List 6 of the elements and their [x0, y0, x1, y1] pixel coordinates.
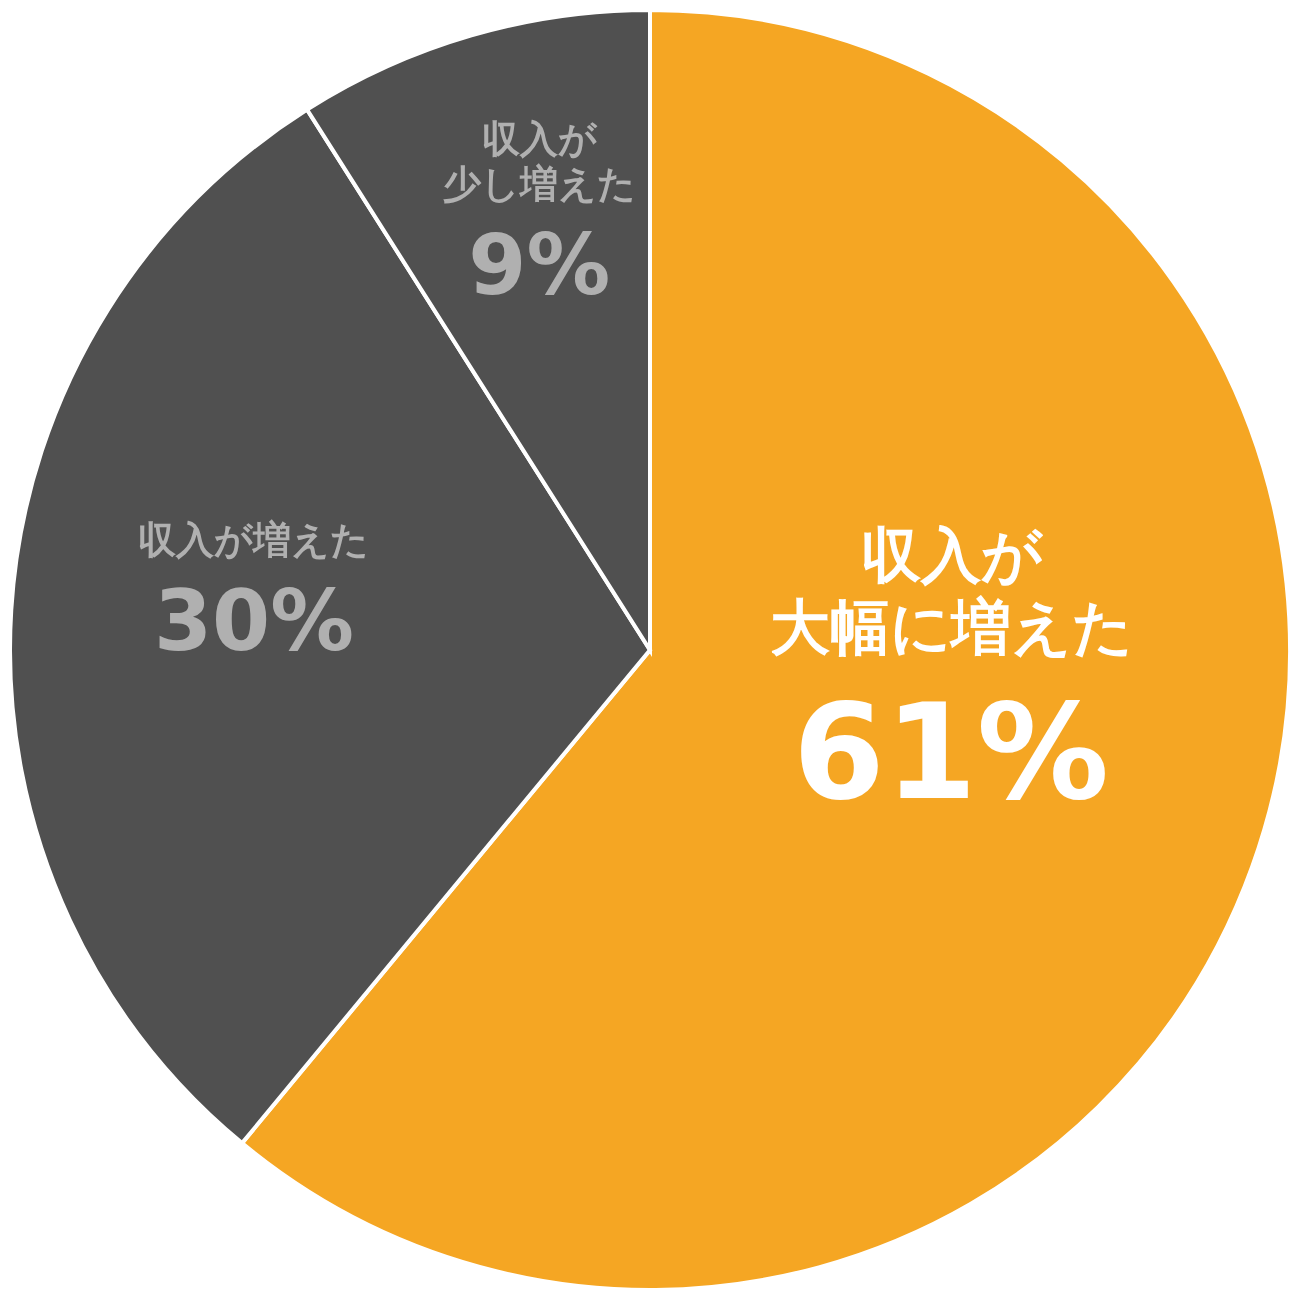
slice-label: 収入が大幅に増えた: [769, 520, 1133, 663]
data-label: 30%: [153, 572, 355, 671]
slice-label: 収入が少し増えた: [442, 116, 636, 207]
data-label: 61%: [793, 675, 1110, 830]
slice-label: 収入が増えた: [138, 518, 370, 563]
data-label: 9%: [468, 215, 611, 314]
